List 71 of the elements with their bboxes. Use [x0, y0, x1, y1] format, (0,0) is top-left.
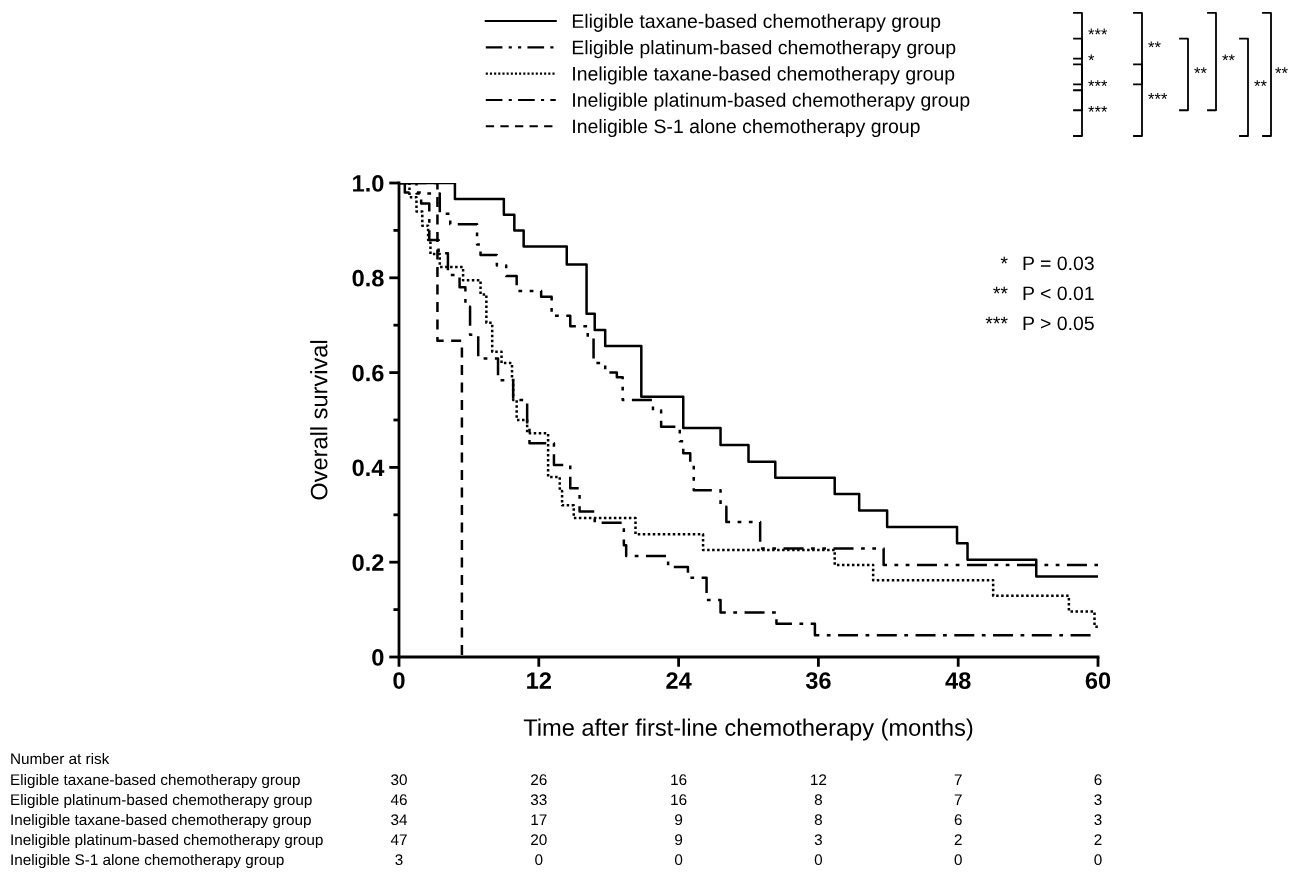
text: Number at risk — [11, 752, 110, 765]
text: *** — [1088, 105, 1108, 112]
y-tick-label: 0.6 — [352, 364, 384, 382]
legend-label: Ineligible S-1 alone chemotherapy group — [573, 118, 920, 138]
text: 17 — [531, 814, 547, 825]
legend-label: Ineligible taxane-based chemotherapy group — [573, 66, 955, 85]
text: 9 — [675, 814, 683, 826]
text: 8 — [814, 814, 822, 826]
text: Ineligible taxane-based chemotherapy group — [11, 813, 311, 829]
y-axis-title: Overall survival — [310, 340, 328, 500]
annotation: P > 0.05 — [1023, 316, 1094, 331]
text: 0 — [814, 854, 823, 866]
text: 20 — [531, 834, 547, 846]
text: *** — [1088, 80, 1108, 87]
text: 12 — [811, 774, 827, 785]
y-tick-label: 0.2 — [352, 554, 384, 571]
text: *** — [1148, 93, 1168, 99]
legend-label: Ineligible platinum-based chemotherapy group — [573, 92, 970, 111]
text: 6 — [954, 814, 962, 826]
text: 16 — [671, 794, 687, 806]
text: 26 — [531, 774, 547, 786]
text: 3 — [1094, 814, 1102, 826]
text: 8 — [814, 794, 822, 806]
x-tick-label: 0 — [393, 672, 405, 689]
x-axis-title: Time after first-line chemotherapy (months) — [523, 718, 973, 741]
text: 0 — [535, 854, 543, 866]
text: 3 — [1094, 794, 1102, 806]
text: ** — [1254, 80, 1267, 87]
x-tick-label: 24 — [666, 672, 692, 689]
text: 16 — [671, 774, 687, 786]
text: 33 — [530, 794, 547, 806]
annotation: * — [1000, 256, 1008, 264]
annotation: ** — [993, 286, 1008, 294]
legend-label: Eligible platinum-based chemotherapy group — [572, 40, 956, 59]
x-tick-label: 48 — [945, 672, 971, 689]
x-tick-label: 12 — [527, 672, 551, 689]
y-tick-label: 1.0 — [353, 175, 384, 192]
annotation: *** — [985, 316, 1008, 324]
text: 3 — [814, 834, 822, 846]
y-tick-label: 0.8 — [352, 269, 384, 287]
text: 3 — [395, 854, 403, 866]
text: ** — [1275, 67, 1288, 74]
x-tick-label: 60 — [1085, 672, 1111, 689]
y-tick-label: 0.4 — [352, 459, 385, 477]
text: 7 — [954, 774, 962, 785]
text: 34 — [391, 814, 408, 826]
text: Eligible platinum-based chemotherapy group — [11, 793, 312, 809]
text: 2 — [1094, 834, 1102, 845]
text: 9 — [675, 834, 683, 846]
text: 0 — [674, 854, 683, 866]
text: 6 — [1094, 774, 1102, 786]
annotation: P = 0.03 — [1023, 256, 1094, 271]
text: *** — [1088, 28, 1108, 35]
text: ** — [1222, 54, 1235, 61]
annotation: P < 0.01 — [1023, 286, 1094, 301]
text: 30 — [391, 774, 407, 786]
text: ** — [1148, 41, 1161, 48]
text: Ineligible S-1 alone chemotherapy group — [11, 853, 284, 869]
text: Eligible taxane-based chemotherapy group — [11, 773, 300, 789]
text: Ineligible platinum-based chemotherapy group — [11, 833, 323, 849]
text: 47 — [390, 834, 407, 845]
text: 0 — [1094, 854, 1102, 866]
x-tick-label: 36 — [805, 672, 831, 689]
text: 46 — [390, 794, 407, 806]
y-tick-label: 0 — [372, 649, 384, 666]
text: 0 — [954, 854, 962, 866]
text: ** — [1194, 67, 1207, 74]
text: 2 — [954, 834, 962, 845]
text: 7 — [954, 794, 962, 805]
legend-label: Eligible taxane-based chemotherapy group — [572, 13, 941, 32]
text: * — [1088, 54, 1095, 61]
